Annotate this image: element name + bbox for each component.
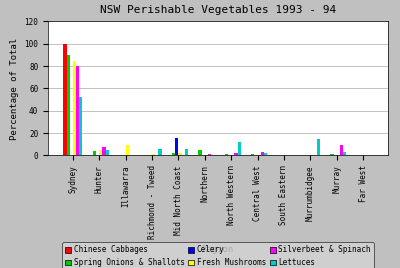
Bar — [251, 154, 254, 155]
Bar — [102, 147, 106, 155]
Bar — [152, 154, 155, 155]
Bar — [238, 142, 241, 155]
Legend: Chinese Cabbages, Spring Onions & Shallots, Celery, Fresh Mushrooms, Silverbeet : Chinese Cabbages, Spring Onions & Shallo… — [62, 242, 374, 268]
Bar — [76, 66, 79, 155]
Bar — [198, 150, 202, 155]
Bar — [64, 44, 67, 155]
Bar — [185, 149, 188, 155]
Bar — [93, 151, 96, 155]
Bar — [343, 152, 346, 155]
Bar — [79, 97, 82, 155]
Bar — [99, 150, 102, 155]
Title: NSW Perishable Vegetables 1993 - 94: NSW Perishable Vegetables 1993 - 94 — [100, 5, 336, 15]
Bar — [234, 153, 238, 155]
Bar — [340, 145, 343, 155]
Bar — [178, 153, 182, 155]
Y-axis label: Percentage of Total: Percentage of Total — [10, 37, 19, 140]
Bar — [330, 154, 334, 155]
Bar — [158, 149, 162, 155]
X-axis label: Region: Region — [202, 245, 234, 254]
Bar — [175, 137, 178, 155]
Bar — [208, 154, 211, 155]
Bar — [73, 61, 76, 155]
Bar — [317, 139, 320, 155]
Bar — [106, 150, 109, 155]
Bar — [261, 152, 264, 155]
Bar — [225, 154, 228, 155]
Bar — [67, 55, 70, 155]
Bar — [264, 153, 267, 155]
Bar — [172, 153, 175, 155]
Bar — [126, 145, 129, 155]
